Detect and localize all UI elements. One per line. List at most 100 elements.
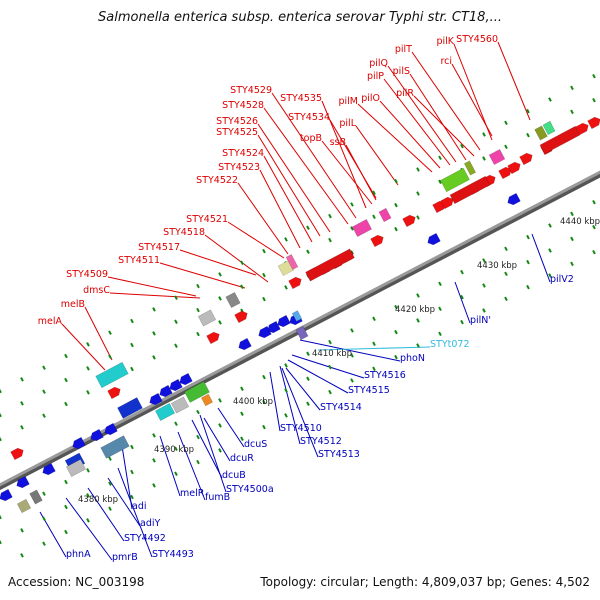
forward-gene-arrow[interactable] — [587, 115, 600, 130]
forward-label-sty4518[interactable]: STY4518 — [163, 227, 205, 238]
forward-label-topb[interactable]: topB — [300, 133, 322, 144]
forward-label-sty4534[interactable]: STY4534 — [288, 112, 330, 123]
forward-gene-arrow[interactable] — [498, 165, 514, 180]
reverse-label-pmrb[interactable]: pmrB — [112, 552, 138, 563]
forward-label-pill[interactable]: pilL — [339, 118, 356, 129]
reverse-gene-arrow[interactable] — [89, 428, 104, 443]
misc-feature[interactable] — [155, 403, 175, 421]
reverse-gene-arrow[interactable] — [276, 314, 291, 329]
forward-label-pilk[interactable]: pilK — [436, 36, 454, 47]
reverse-label-melr[interactable]: melR — [180, 488, 205, 499]
forward-label-pilp[interactable]: pilP — [367, 71, 384, 82]
reverse-label-phna[interactable]: phnA — [66, 549, 91, 560]
forward-gene-arrow[interactable] — [519, 151, 535, 166]
reverse-gene-arrow[interactable] — [71, 436, 86, 451]
reverse-label-pilv2[interactable]: pilV2 — [550, 274, 574, 285]
forward-label-sty4528[interactable]: STY4528 — [222, 100, 264, 111]
forward-label-pilm[interactable]: pilM — [338, 96, 358, 107]
misc-feature[interactable] — [201, 393, 213, 407]
misc-feature[interactable] — [542, 120, 556, 136]
misc-feature[interactable] — [184, 381, 210, 403]
reverse-label-adiy[interactable]: adiY — [140, 518, 160, 529]
reverse-label-sty4492[interactable]: STY4492 — [124, 533, 166, 544]
forward-label-dmsc[interactable]: dmsC — [83, 285, 110, 296]
forward-label-sty4529[interactable]: STY4529 — [230, 85, 272, 96]
misc-feature[interactable] — [100, 435, 130, 459]
reverse-label-fumb[interactable]: fumB — [205, 492, 230, 503]
forward-label-sty4560[interactable]: STY4560 — [456, 34, 498, 45]
forward-gene-arrow[interactable] — [507, 160, 523, 175]
reverse-gene-box[interactable] — [117, 397, 143, 419]
forward-label-pilo[interactable]: pilO — [361, 93, 380, 104]
misc-feature[interactable] — [95, 361, 129, 389]
misc-feature[interactable] — [378, 207, 392, 223]
reverse-gene-arrow[interactable] — [266, 320, 281, 335]
reverse-label-sty4515[interactable]: STY4515 — [348, 385, 390, 396]
forward-label-sty4522[interactable]: STY4522 — [196, 175, 238, 186]
reverse-label-adi[interactable]: adi — [132, 501, 147, 512]
forward-label-sty4523[interactable]: STY4523 — [218, 162, 260, 173]
forward-label-sty4521[interactable]: STY4521 — [186, 214, 228, 225]
reverse-label-sty4512[interactable]: STY4512 — [300, 436, 342, 447]
forward-gene-arrow[interactable] — [10, 446, 26, 461]
forward-gene-run[interactable] — [449, 175, 491, 205]
reverse-gene-arrow[interactable] — [168, 378, 183, 393]
reverse-gene-arrow[interactable] — [237, 337, 252, 352]
forward-gene-arrow[interactable] — [402, 213, 418, 228]
forward-gene-arrow[interactable] — [370, 233, 386, 248]
reverse-label-sty4500a[interactable]: STY4500a — [226, 484, 274, 495]
forward-label-sty4524[interactable]: STY4524 — [222, 148, 264, 159]
misc-feature[interactable] — [488, 148, 506, 166]
reverse-label-piln[interactable]: pilN' — [470, 315, 491, 326]
reverse-label-sty4516[interactable]: STY4516 — [364, 370, 406, 381]
forward-label-sty4517[interactable]: STY4517 — [138, 242, 180, 253]
reverse-label-dcur[interactable]: dcuR — [230, 453, 254, 464]
forward-label-sty4535[interactable]: STY4535 — [280, 93, 322, 104]
forward-label-melb[interactable]: melB — [61, 299, 85, 310]
reverse-gene-arrow[interactable] — [103, 422, 118, 437]
reverse-label-sty4493[interactable]: STY4493 — [152, 549, 194, 560]
forward-gene-run[interactable] — [539, 125, 581, 155]
forward-gene-arrow[interactable] — [440, 195, 456, 210]
reverse-label-phon[interactable]: phoN — [400, 353, 425, 364]
misc-feature[interactable] — [352, 219, 372, 237]
reverse-gene-arrow[interactable] — [41, 462, 56, 477]
reverse-gene-arrow[interactable] — [148, 392, 163, 407]
forward-label-rci[interactable]: rci — [440, 56, 452, 67]
forward-gene-arrow[interactable] — [206, 330, 222, 345]
forward-gene-arrow[interactable] — [234, 309, 250, 324]
forward-label-pilr[interactable]: pilR — [396, 88, 414, 99]
reverse-gene-arrow[interactable] — [426, 232, 441, 247]
reverse-label-sty4514[interactable]: STY4514 — [320, 402, 362, 413]
reverse-gene-arrow[interactable] — [506, 192, 521, 207]
trna-label-styt072[interactable]: STYt072 — [430, 339, 470, 350]
forward-gene-run[interactable] — [305, 248, 355, 282]
forward-label-pils[interactable]: pilS — [393, 66, 410, 77]
reverse-gene-arrow[interactable] — [0, 488, 13, 503]
misc-feature[interactable] — [534, 125, 548, 141]
forward-label-sty4526[interactable]: STY4526 — [216, 116, 258, 127]
misc-feature[interactable] — [463, 160, 477, 176]
misc-feature[interactable] — [225, 292, 241, 308]
reverse-gene-arrow[interactable] — [178, 372, 193, 387]
reverse-label-sty4513[interactable]: STY4513 — [318, 449, 360, 460]
forward-gene-arrow[interactable] — [107, 385, 123, 400]
reverse-gene-arrow[interactable] — [15, 475, 30, 490]
forward-label-pilq[interactable]: pilQ — [369, 58, 388, 69]
misc-feature[interactable] — [285, 254, 299, 270]
forward-label-mela[interactable]: melA — [38, 316, 63, 327]
misc-feature[interactable] — [170, 396, 190, 414]
misc-feature[interactable] — [295, 325, 309, 341]
reverse-label-dcub[interactable]: dcuB — [222, 470, 246, 481]
forward-gene-arrow[interactable] — [288, 275, 304, 290]
forward-label-sty4525[interactable]: STY4525 — [216, 127, 258, 138]
forward-label-ssb[interactable]: ssB — [330, 137, 346, 148]
forward-label-sty4509[interactable]: STY4509 — [66, 269, 108, 280]
reverse-label-dcus[interactable]: dcuS — [244, 439, 267, 450]
forward-label-sty4511[interactable]: STY4511 — [118, 255, 160, 266]
forward-label-pilt[interactable]: pilT — [395, 44, 412, 55]
reverse-gene-arrow[interactable] — [158, 384, 173, 399]
misc-feature[interactable] — [440, 167, 470, 193]
misc-feature[interactable] — [29, 489, 43, 505]
